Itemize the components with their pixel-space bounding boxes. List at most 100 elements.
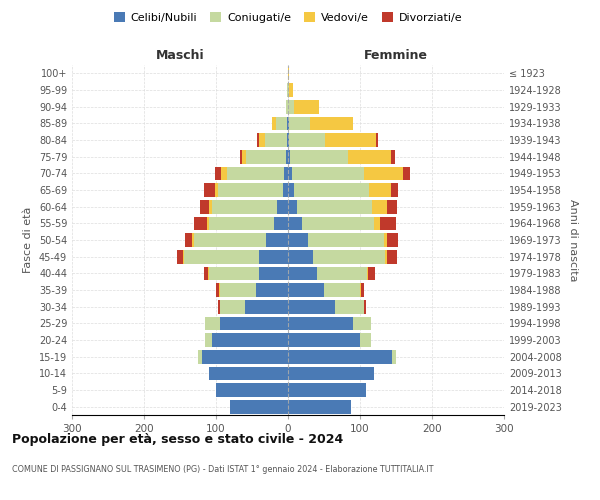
Bar: [288, 233, 308, 247]
Bar: [288, 200, 296, 213]
Bar: [290, 150, 348, 164]
Bar: [218, 300, 220, 314]
Bar: [391, 183, 398, 197]
Bar: [324, 283, 360, 297]
Bar: [242, 150, 246, 164]
Bar: [288, 250, 313, 264]
Bar: [287, 133, 288, 147]
Bar: [209, 200, 212, 213]
Bar: [288, 100, 294, 114]
Bar: [308, 233, 384, 247]
Bar: [288, 366, 374, 380]
Bar: [220, 283, 256, 297]
Bar: [292, 166, 364, 180]
Bar: [288, 300, 335, 314]
Bar: [294, 100, 319, 114]
Bar: [288, 133, 289, 147]
Bar: [310, 116, 353, 130]
Bar: [202, 350, 288, 364]
Bar: [367, 266, 368, 280]
Bar: [286, 150, 288, 164]
Bar: [288, 66, 289, 80]
Text: Femmine: Femmine: [364, 48, 428, 62]
Bar: [288, 333, 360, 347]
Bar: [205, 316, 220, 330]
Bar: [380, 216, 396, 230]
Bar: [364, 300, 366, 314]
Bar: [192, 233, 194, 247]
Bar: [294, 183, 370, 197]
Bar: [198, 350, 202, 364]
Bar: [348, 150, 391, 164]
Bar: [386, 200, 397, 213]
Bar: [216, 283, 219, 297]
Bar: [385, 250, 386, 264]
Bar: [284, 166, 288, 180]
Bar: [266, 233, 288, 247]
Bar: [288, 266, 317, 280]
Bar: [209, 216, 274, 230]
Bar: [257, 133, 259, 147]
Bar: [221, 166, 227, 180]
Bar: [205, 266, 208, 280]
Bar: [403, 166, 410, 180]
Bar: [288, 383, 366, 397]
Bar: [288, 183, 294, 197]
Bar: [185, 233, 192, 247]
Bar: [361, 283, 364, 297]
Bar: [274, 216, 288, 230]
Bar: [288, 316, 353, 330]
Bar: [259, 250, 288, 264]
Bar: [212, 333, 288, 347]
Bar: [288, 150, 290, 164]
Bar: [287, 83, 288, 97]
Bar: [286, 100, 288, 114]
Bar: [288, 283, 324, 297]
Bar: [194, 216, 206, 230]
Bar: [335, 300, 364, 314]
Bar: [370, 183, 391, 197]
Bar: [288, 83, 289, 97]
Text: Maschi: Maschi: [155, 48, 205, 62]
Bar: [272, 116, 276, 130]
Bar: [277, 200, 288, 213]
Bar: [289, 116, 310, 130]
Bar: [388, 233, 398, 247]
Bar: [183, 250, 184, 264]
Y-axis label: Anni di nascita: Anni di nascita: [568, 198, 578, 281]
Text: Popolazione per età, sesso e stato civile - 2024: Popolazione per età, sesso e stato civil…: [12, 432, 343, 446]
Bar: [386, 250, 397, 264]
Bar: [384, 233, 388, 247]
Bar: [220, 300, 245, 314]
Bar: [288, 166, 292, 180]
Bar: [259, 133, 265, 147]
Bar: [283, 183, 288, 197]
Bar: [205, 333, 212, 347]
Bar: [256, 283, 288, 297]
Bar: [209, 366, 288, 380]
Bar: [212, 200, 277, 213]
Bar: [360, 283, 361, 297]
Bar: [215, 183, 218, 197]
Bar: [364, 166, 403, 180]
Bar: [313, 250, 385, 264]
Bar: [289, 133, 325, 147]
Bar: [325, 133, 376, 147]
Bar: [194, 233, 266, 247]
Bar: [208, 266, 209, 280]
Bar: [204, 183, 215, 197]
Bar: [287, 116, 288, 130]
Bar: [374, 216, 380, 230]
Bar: [227, 166, 284, 180]
Bar: [216, 383, 288, 397]
Bar: [220, 316, 288, 330]
Bar: [288, 216, 302, 230]
Bar: [391, 150, 395, 164]
Bar: [360, 333, 371, 347]
Bar: [240, 150, 242, 164]
Bar: [289, 83, 293, 97]
Bar: [215, 166, 221, 180]
Bar: [317, 266, 367, 280]
Bar: [206, 216, 209, 230]
Bar: [302, 216, 374, 230]
